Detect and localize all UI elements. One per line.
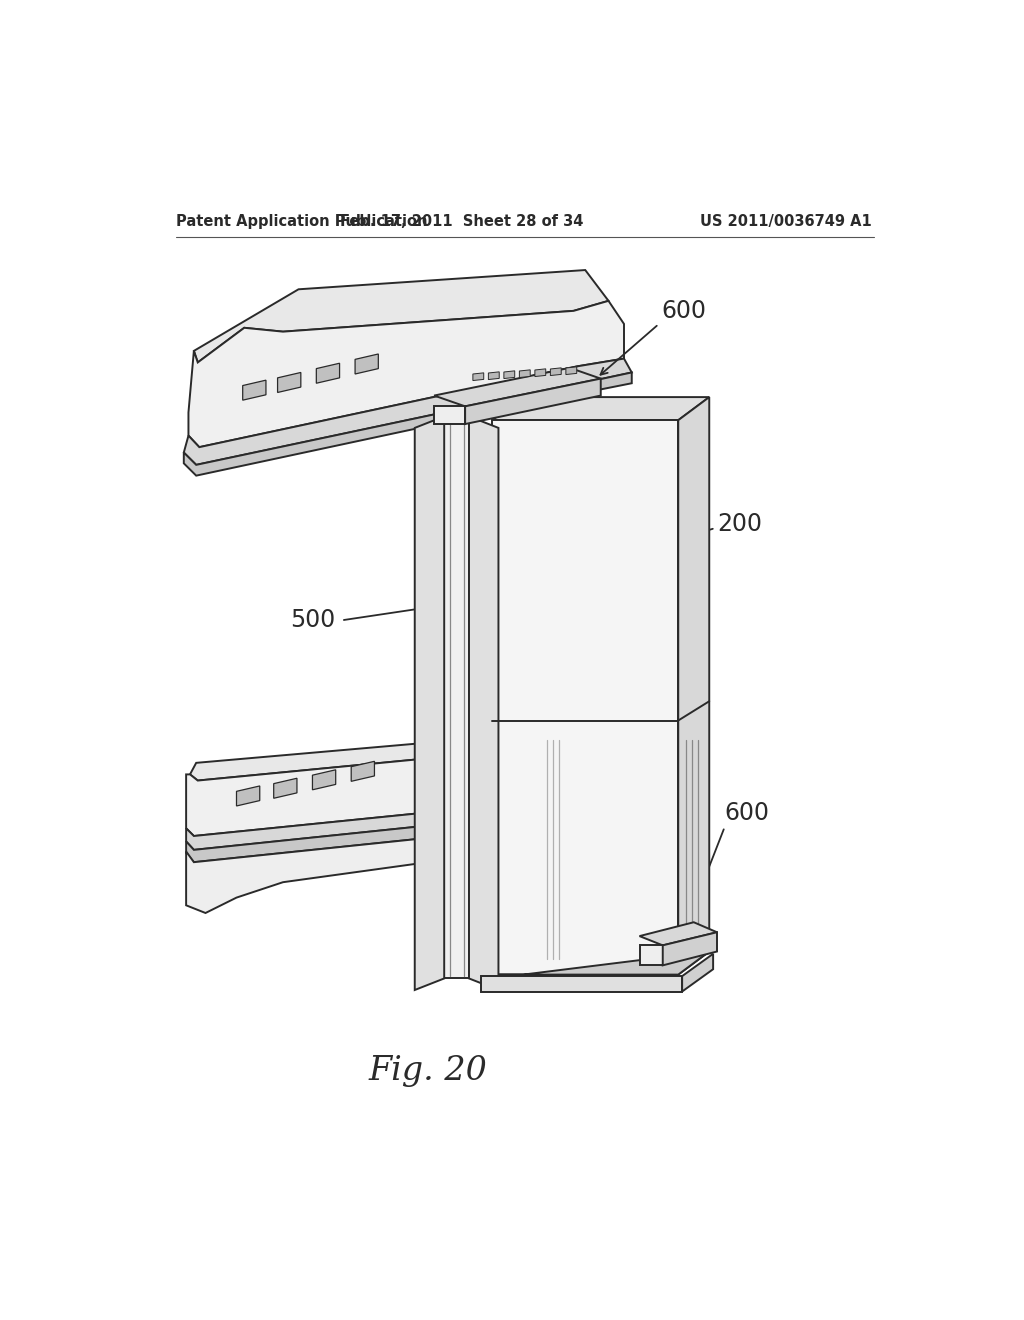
Polygon shape bbox=[278, 372, 301, 392]
Polygon shape bbox=[316, 363, 340, 383]
Polygon shape bbox=[663, 932, 717, 965]
Polygon shape bbox=[312, 770, 336, 789]
Text: Feb. 17, 2011  Sheet 28 of 34: Feb. 17, 2011 Sheet 28 of 34 bbox=[340, 214, 583, 230]
Polygon shape bbox=[355, 354, 378, 374]
Text: US 2011/0036749 A1: US 2011/0036749 A1 bbox=[700, 214, 872, 230]
Polygon shape bbox=[493, 952, 710, 974]
Polygon shape bbox=[678, 397, 710, 974]
Polygon shape bbox=[273, 779, 297, 799]
Polygon shape bbox=[493, 420, 678, 974]
Polygon shape bbox=[493, 397, 710, 420]
Text: 600: 600 bbox=[662, 298, 707, 323]
Polygon shape bbox=[186, 805, 508, 850]
Text: Patent Application Publication: Patent Application Publication bbox=[176, 214, 428, 230]
Text: Fig. 20: Fig. 20 bbox=[369, 1055, 487, 1086]
Polygon shape bbox=[480, 977, 682, 991]
Polygon shape bbox=[473, 372, 483, 380]
Text: 200: 200 bbox=[717, 512, 762, 536]
Polygon shape bbox=[519, 370, 530, 378]
Polygon shape bbox=[444, 416, 469, 978]
Polygon shape bbox=[682, 954, 713, 991]
Polygon shape bbox=[183, 372, 632, 475]
Polygon shape bbox=[550, 368, 561, 376]
Polygon shape bbox=[434, 407, 465, 424]
Polygon shape bbox=[243, 380, 266, 400]
Polygon shape bbox=[188, 301, 624, 447]
Polygon shape bbox=[434, 368, 601, 407]
Polygon shape bbox=[469, 416, 499, 990]
Polygon shape bbox=[186, 818, 508, 862]
Polygon shape bbox=[504, 371, 515, 379]
Polygon shape bbox=[535, 368, 546, 376]
Text: 500: 500 bbox=[291, 609, 336, 632]
Polygon shape bbox=[415, 416, 444, 990]
Text: 600: 600 bbox=[725, 801, 770, 825]
Polygon shape bbox=[190, 739, 508, 780]
Polygon shape bbox=[351, 762, 375, 781]
Polygon shape bbox=[183, 359, 632, 465]
Polygon shape bbox=[640, 945, 663, 965]
Polygon shape bbox=[640, 923, 717, 945]
Polygon shape bbox=[488, 372, 500, 380]
Polygon shape bbox=[566, 367, 577, 375]
Polygon shape bbox=[186, 755, 508, 836]
Polygon shape bbox=[237, 785, 260, 807]
Polygon shape bbox=[465, 379, 601, 424]
Polygon shape bbox=[186, 830, 508, 913]
Polygon shape bbox=[194, 271, 608, 363]
